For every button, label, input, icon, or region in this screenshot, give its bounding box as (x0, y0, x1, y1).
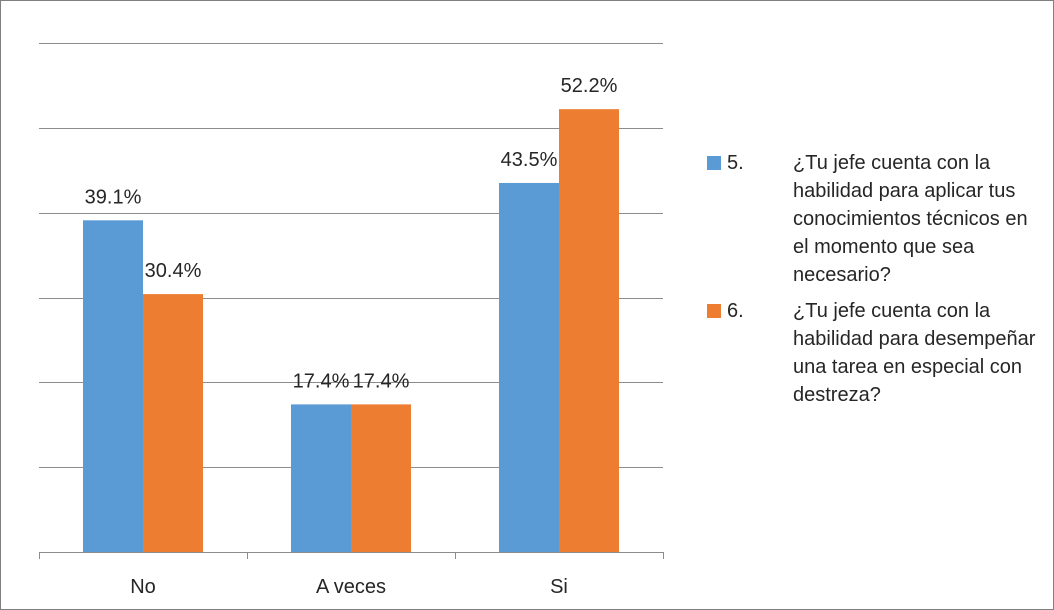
legend-label: ¿Tu jefe cuenta con la habilidad para ap… (793, 152, 1028, 286)
legend-item-series-5: 5. ¿Tu jefe cuenta con la habilidad para… (707, 149, 1047, 289)
legend-number: 6. (727, 300, 744, 322)
data-label: 43.5% (501, 149, 558, 171)
legend-item-series-6: 6. ¿Tu jefe cuenta con la habilidad para… (707, 297, 1047, 409)
data-label: 39.1% (85, 186, 142, 208)
bar (83, 220, 143, 552)
x-tick-label: Si (550, 576, 568, 598)
data-label: 17.4% (293, 370, 350, 392)
bar (499, 182, 559, 552)
bar (143, 294, 203, 552)
x-tick-label: A veces (316, 576, 386, 598)
x-tick-label: No (130, 576, 156, 598)
data-label: 30.4% (145, 260, 202, 282)
bar (351, 404, 411, 552)
data-label: 52.2% (561, 75, 618, 97)
legend-number: 5. (727, 152, 744, 174)
legend-label: ¿Tu jefe cuenta con la habilidad para de… (793, 300, 1036, 406)
data-label: 17.4% (353, 370, 410, 392)
bar (559, 109, 619, 553)
legend-swatch-series-5 (707, 156, 721, 170)
legend: 5. ¿Tu jefe cuenta con la habilidad para… (707, 149, 1047, 417)
legend-swatch-series-6 (707, 304, 721, 318)
bar (291, 404, 351, 552)
